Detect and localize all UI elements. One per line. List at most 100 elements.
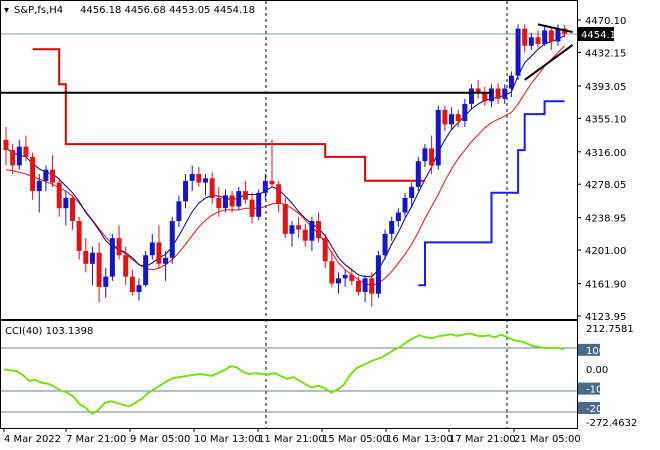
candle-body: [355, 280, 361, 293]
time-tick-label: 10 Mar 13:00: [194, 434, 261, 445]
candle-body: [262, 180, 268, 193]
candle-body: [36, 180, 42, 192]
candle-body: [482, 92, 488, 102]
trendlines: [1, 23, 574, 94]
time-tick-label: 11 Mar 21:00: [258, 434, 325, 445]
candle-body: [296, 225, 302, 230]
day-separators: [265, 1, 508, 428]
candle-body: [349, 274, 355, 281]
candle-body: [548, 30, 554, 42]
candle-body: [342, 274, 348, 279]
candle-body: [495, 88, 501, 99]
candle-body: [488, 88, 494, 102]
candle-body: [535, 37, 541, 45]
candle-body: [43, 169, 49, 181]
price-tick-label: 4316.00: [585, 148, 626, 159]
trailing-stop-lines: [32, 48, 565, 287]
candle-body: [336, 278, 341, 284]
candle-body: [249, 199, 255, 217]
candle-body: [429, 148, 435, 166]
candle-body: [389, 221, 395, 234]
candle-body: [415, 161, 421, 187]
candle-body: [236, 191, 242, 207]
candle-body: [375, 255, 381, 294]
candle-body: [469, 88, 474, 104]
candle-body: [455, 114, 461, 121]
candle-body: [515, 28, 521, 76]
cci-tick-label: -100: [586, 385, 609, 396]
candle-body: [462, 103, 468, 121]
symbol-menu-icon[interactable]: ▾: [4, 5, 9, 16]
candle-body: [176, 201, 182, 222]
candle-body: [216, 197, 222, 209]
candle-body: [149, 242, 155, 256]
price-tick-label: 4123.95: [585, 312, 626, 323]
candle-body: [189, 174, 195, 181]
candle-body: [129, 276, 135, 293]
candle-body: [50, 169, 56, 183]
candle-body: [209, 178, 215, 198]
candle-body: [522, 28, 528, 46]
time-tick-label: 17 Mar 21:00: [449, 434, 516, 445]
candle-body: [96, 252, 102, 287]
candle-body: [10, 150, 16, 166]
time-tick-label: 9 Mar 05:00: [130, 434, 190, 445]
candle-body: [242, 191, 248, 200]
candle-body: [402, 197, 408, 213]
candle-body: [123, 255, 129, 277]
time-tick-label: 16 Mar 13:00: [386, 434, 453, 445]
cci-tick-label: 100: [586, 346, 605, 357]
time-tick-label: 7 Mar 21:00: [66, 434, 126, 445]
ohlc-values: 4456.18 4456.68 4453.05 4454.18: [80, 5, 255, 16]
candle-body: [542, 30, 548, 45]
candle-body: [555, 28, 561, 42]
candle-body: [362, 278, 368, 293]
candle-body: [502, 88, 508, 99]
candle-body: [56, 182, 62, 209]
price-tick-label: 4432.15: [585, 48, 626, 59]
candle-body: [70, 197, 75, 222]
stop-down-path: [32, 48, 425, 182]
candle-body: [309, 221, 315, 241]
candle-body: [30, 156, 36, 192]
candle-body: [222, 195, 228, 209]
price-tick-label: 4201.00: [585, 246, 626, 257]
price-axis: 4470.10 4432.15 4393.05 4355.10 4316.00 4278.…: [577, 16, 626, 323]
price-tick-label: 4238.95: [585, 214, 626, 225]
candle-body: [196, 174, 202, 183]
candle-body: [322, 238, 328, 262]
candle-body: [508, 75, 514, 89]
cci-path: [3, 332, 565, 416]
current-price-tag: [578, 27, 614, 41]
cci-title: CCI(40) 103.1398: [5, 326, 93, 337]
candle-body: [203, 178, 208, 183]
candle-body: [89, 252, 95, 264]
candle-body: [409, 186, 415, 198]
cci-tick-label: -200: [586, 404, 609, 415]
candle-body: [316, 221, 322, 239]
cci-line: [3, 332, 565, 416]
time-tick-label: 21 Mar 05:00: [514, 434, 581, 445]
candle-body: [395, 212, 401, 222]
price-panel-frame: [0, 0, 578, 320]
candle-body: [528, 37, 534, 46]
candle-body: [256, 192, 262, 217]
candle-body: [143, 255, 149, 286]
candle-body: [116, 238, 122, 256]
triangle-lower-line: [524, 44, 574, 81]
candle-body: [76, 221, 82, 251]
candle-body: [103, 276, 109, 287]
current-price-label: 4454.18: [581, 30, 622, 41]
cci-tick-label: 212.7581: [586, 324, 634, 335]
candle-body: [449, 114, 455, 125]
candle-body: [23, 146, 29, 157]
price-tick-label: 4355.10: [585, 114, 626, 125]
price-tick-label: 4161.90: [585, 280, 626, 291]
candle-body: [156, 242, 162, 264]
cci-axis: 212.7581 100 0.00 -100 -200 -272.4632: [578, 324, 637, 429]
candle-body: [276, 184, 282, 204]
candle-body: [282, 203, 288, 234]
candle-body: [269, 180, 275, 185]
time-tick-label: 4 Mar 2022: [4, 434, 61, 445]
